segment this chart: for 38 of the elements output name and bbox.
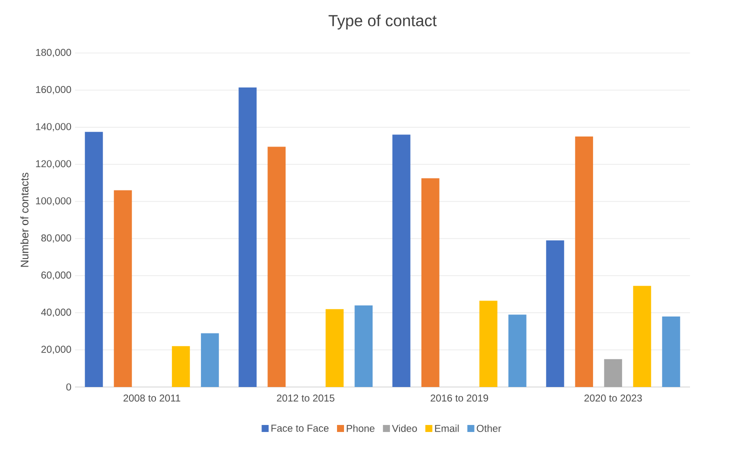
legend-label: Face to Face bbox=[271, 424, 329, 432]
x-tick-label: 2016 to 2019 bbox=[430, 394, 488, 402]
y-tick-label: 20,000 bbox=[41, 346, 72, 354]
legend-label: Email bbox=[435, 424, 459, 432]
y-tick-label: 60,000 bbox=[41, 272, 72, 280]
y-tick-label: 180,000 bbox=[36, 48, 72, 58]
y-tick-label: 140,000 bbox=[36, 123, 72, 132]
x-tick-label: 2020 to 2023 bbox=[584, 394, 642, 402]
bar bbox=[172, 346, 190, 387]
bar bbox=[200, 333, 219, 387]
bar bbox=[662, 316, 680, 387]
chart-title: Type of contact bbox=[328, 14, 437, 30]
y-tick-label: 160,000 bbox=[36, 86, 72, 94]
y-tick-label: 40,000 bbox=[41, 308, 72, 317]
bar bbox=[326, 309, 344, 387]
y-axis-title: Number of contacts bbox=[20, 172, 28, 267]
bar bbox=[114, 190, 132, 387]
y-tick-label: 120,000 bbox=[36, 160, 72, 168]
bar bbox=[392, 134, 410, 387]
bar bbox=[354, 305, 373, 387]
bar bbox=[479, 300, 498, 387]
bar bbox=[508, 314, 526, 387]
bar bbox=[238, 87, 257, 387]
bar bbox=[546, 240, 564, 387]
y-tick-label: 80,000 bbox=[41, 234, 72, 243]
bar bbox=[421, 178, 440, 387]
bar bbox=[604, 359, 622, 387]
y-tick-label: 0 bbox=[66, 383, 72, 391]
bar bbox=[633, 286, 652, 387]
x-tick-label: 2012 to 2015 bbox=[276, 394, 334, 402]
bar bbox=[268, 146, 286, 387]
bar bbox=[575, 136, 594, 387]
legend-label: Video bbox=[392, 424, 417, 432]
bar bbox=[84, 132, 103, 387]
y-tick-label: 100,000 bbox=[36, 197, 72, 206]
x-tick-label: 2008 to 2011 bbox=[124, 394, 180, 402]
legend-label: Phone bbox=[346, 424, 374, 432]
legend-label: Other bbox=[476, 424, 502, 432]
